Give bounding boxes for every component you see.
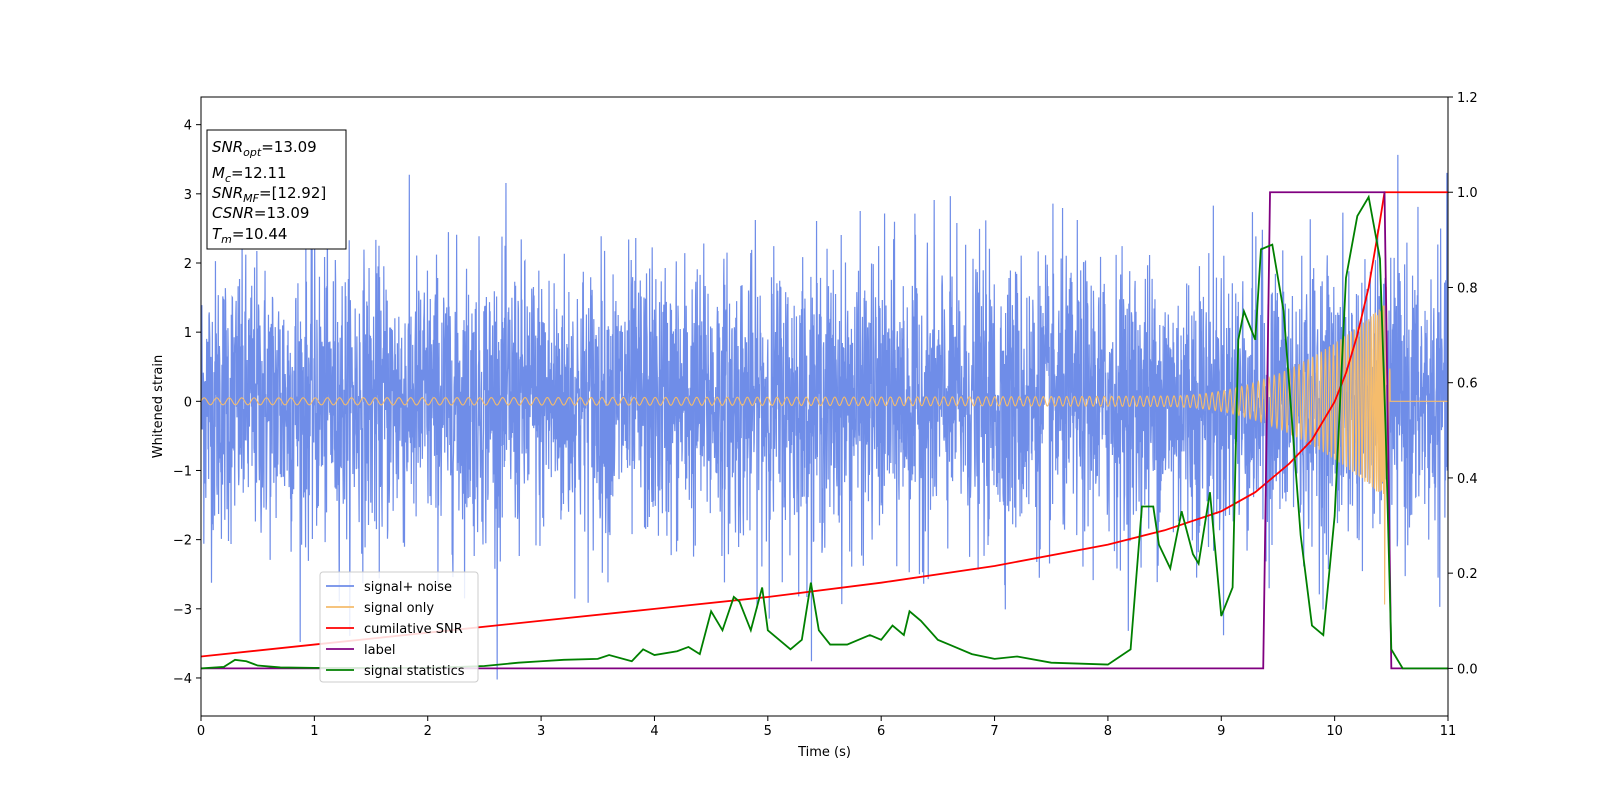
legend-items: signal+ noise signal only cumilative SNR la… (326, 580, 465, 679)
x-tick-label: 2 (424, 724, 432, 739)
y-right-tick-label: 0.6 (1457, 377, 1478, 392)
info-mc: Mc=12.11 (212, 164, 287, 185)
y-right-tick-label: 0.4 (1457, 472, 1478, 487)
y-left-tick-label: 0 (184, 395, 192, 410)
x-tick-label: 8 (1104, 724, 1112, 739)
series-signal-only (201, 286, 1448, 605)
x-tick-label: 10 (1326, 724, 1343, 739)
x-tick-label: 1 (310, 724, 318, 739)
x-axis-label: Time (s) (797, 745, 851, 760)
x-tick-label: 11 (1440, 724, 1457, 739)
y-left-tick-label: −2 (173, 534, 192, 549)
y-right-tick-label: 1.0 (1457, 186, 1478, 201)
y-left-tick-label: 3 (184, 188, 192, 203)
x-tick-label: 7 (990, 724, 998, 739)
series-signal-statistics (201, 194, 1448, 670)
legend-label: cumilative SNR (364, 622, 463, 637)
plot-frame (200, 96, 1449, 717)
y-right-tick-label: 0.0 (1457, 662, 1478, 677)
series-signal-noise (201, 154, 1448, 680)
y-right-tick-label: 0.8 (1457, 281, 1478, 296)
legend: signal+ noise signal only cumilative SNR la… (319, 571, 479, 683)
x-axis-ticks: 0 1 2 3 4 5 6 7 8 9 10 11 (197, 716, 1456, 739)
legend-label: label (364, 643, 395, 658)
y-right-axis-ticks: 0.0 0.2 0.4 0.6 0.8 1.0 1.2 (1448, 91, 1478, 677)
x-tick-label: 6 (877, 724, 885, 739)
legend-label: signal only (364, 601, 434, 616)
x-tick-label: 5 (764, 724, 772, 739)
y-left-tick-label: 1 (184, 326, 192, 341)
y-left-tick-label: −3 (173, 603, 192, 618)
info-snr-opt: SNRopt=13.09 (212, 138, 317, 159)
series-layer (201, 154, 1448, 680)
y-left-tick-label: −4 (173, 672, 192, 687)
y-axis-label: Whitened strain (151, 355, 166, 458)
legend-label: signal+ noise (364, 580, 452, 595)
legend-frame (319, 571, 479, 683)
x-tick-label: 3 (537, 724, 545, 739)
y-left-tick-label: 2 (184, 257, 192, 272)
info-box: SNRopt=13.09 Mc=12.11 SNRMF=[12.92] CSNR… (206, 129, 347, 250)
info-csnr: CSNR=13.09 (212, 204, 309, 222)
x-tick-label: 9 (1217, 724, 1225, 739)
info-snr-mf: SNRMF=[12.92] (212, 184, 326, 205)
info-box-frame (206, 129, 347, 250)
info-tm: Tm=10.44 (212, 225, 287, 246)
series-cumulative-snr (201, 191, 1448, 658)
y-right-tick-label: 1.2 (1457, 91, 1478, 106)
y-left-tick-label: −1 (173, 464, 192, 479)
legend-label: signal statistics (364, 664, 465, 679)
series-label (201, 191, 1448, 670)
y-left-tick-label: 4 (184, 119, 192, 134)
x-tick-label: 4 (650, 724, 658, 739)
x-tick-label: 0 (197, 724, 205, 739)
y-left-axis-ticks: −4 −3 −2 −1 0 1 2 3 4 (173, 119, 201, 687)
y-right-tick-label: 0.2 (1457, 567, 1478, 582)
